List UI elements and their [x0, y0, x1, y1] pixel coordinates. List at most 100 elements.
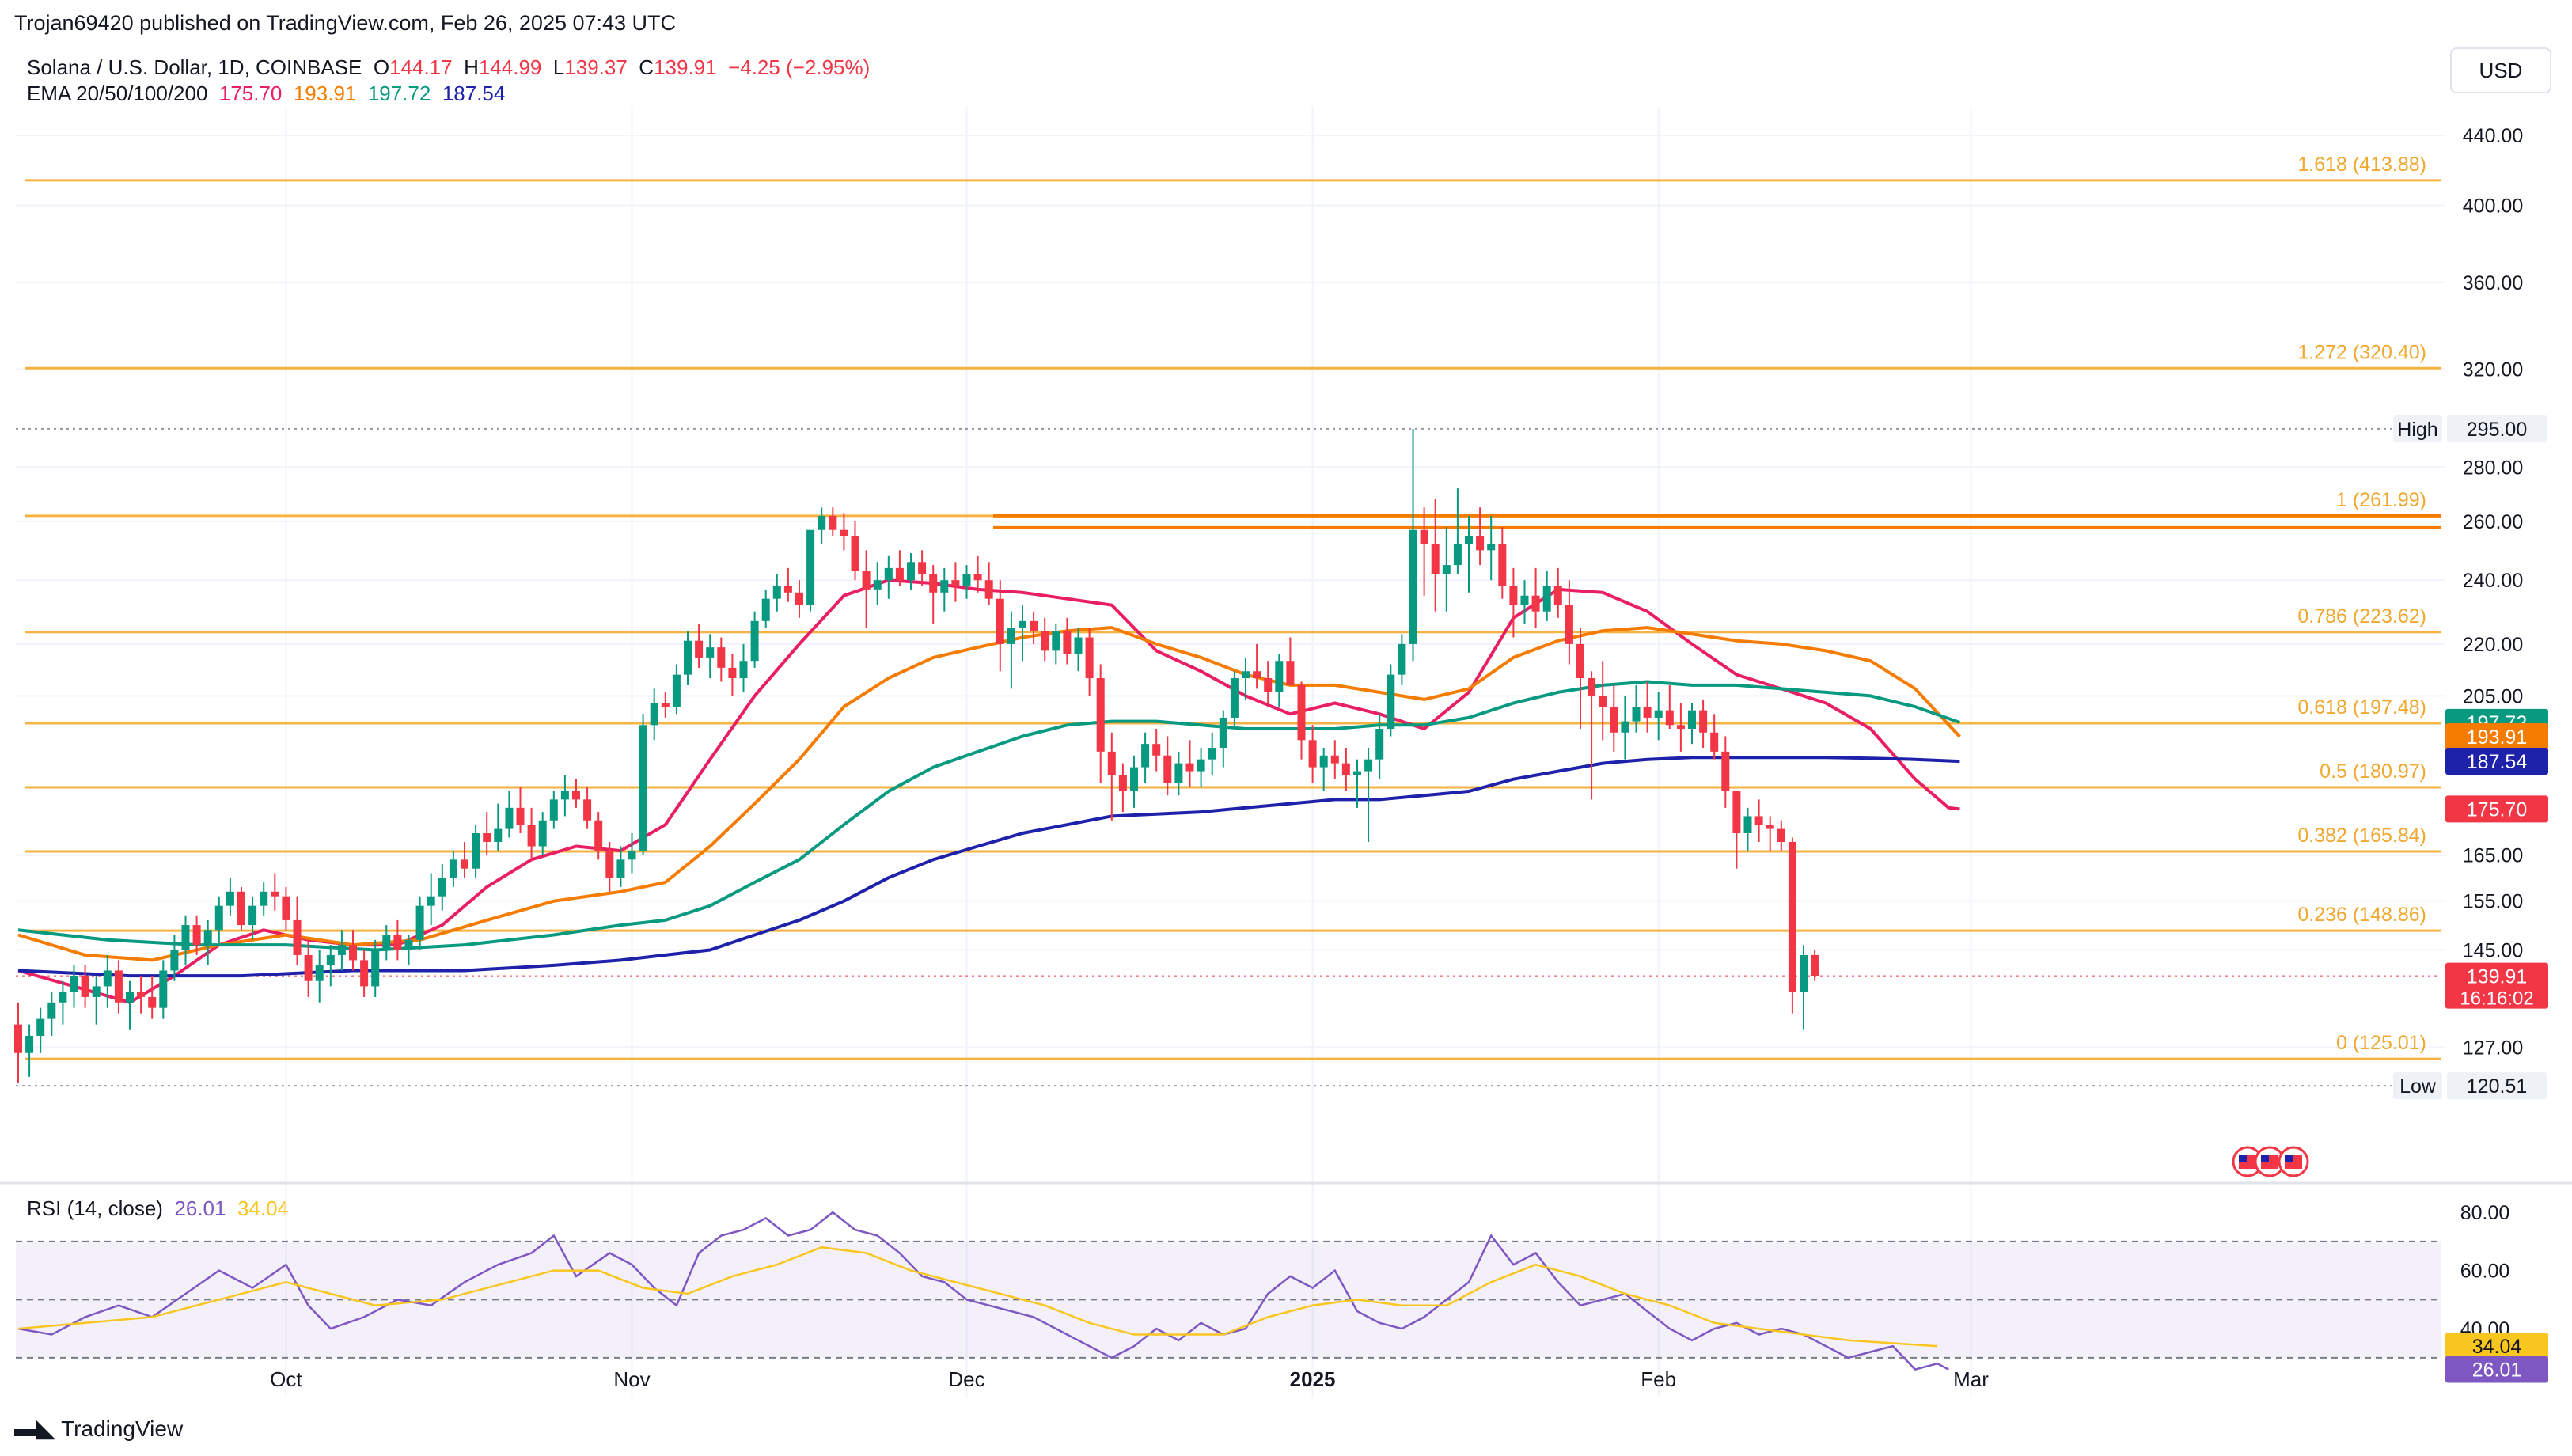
fib-level-label: 0.618 (197.48)	[2297, 696, 2426, 719]
candle-body	[594, 820, 603, 851]
candle	[795, 580, 803, 618]
low-value: 139.37	[564, 55, 628, 79]
us-flag-canton	[2261, 1155, 2269, 1162]
candle-body	[907, 562, 915, 581]
candle	[1754, 799, 1763, 842]
price-tick-label: 440.00	[2463, 125, 2523, 147]
us-flag-canton	[2239, 1155, 2247, 1162]
candle-body	[1811, 954, 1819, 976]
candle-body	[47, 1002, 56, 1019]
candle-body	[1364, 759, 1373, 772]
candle-body	[170, 950, 179, 971]
candle-body	[461, 859, 468, 869]
event-markers	[2232, 1146, 2309, 1177]
candle-body	[1052, 631, 1060, 651]
price-tick-label: 360.00	[2463, 272, 2523, 294]
candle	[1487, 515, 1496, 581]
candle	[996, 580, 1004, 672]
candle-body	[1174, 763, 1183, 783]
candle	[1409, 428, 1417, 662]
candle	[14, 1002, 22, 1083]
candle	[851, 521, 859, 581]
candle	[415, 896, 424, 950]
currency-button[interactable]: USD	[2450, 47, 2551, 93]
candle	[1710, 714, 1719, 760]
candle-body	[1766, 825, 1774, 829]
candle	[260, 882, 268, 916]
candle-body	[393, 935, 402, 950]
candle-body	[572, 791, 580, 800]
candle-body	[1387, 674, 1395, 730]
us-flag-icon	[2232, 1146, 2263, 1177]
candle	[1632, 684, 1641, 733]
candle	[516, 787, 525, 834]
candle	[1141, 732, 1150, 783]
fib-level-label: 1.618 (413.88)	[2297, 154, 2426, 176]
candle-body	[516, 807, 525, 825]
close-value: 139.91	[654, 55, 717, 79]
candle-body	[1007, 628, 1015, 644]
candle	[1197, 747, 1205, 787]
candle-body	[449, 859, 457, 878]
candle-body	[583, 799, 592, 821]
candle-body	[304, 954, 313, 981]
candle-body	[1409, 529, 1417, 644]
candle-body	[1465, 535, 1473, 544]
candle-body	[929, 574, 938, 593]
tradingview-logo[interactable]: ▬◣ TradingView	[14, 1415, 183, 1443]
ema200-value: 187.54	[442, 82, 506, 105]
candle	[293, 896, 302, 965]
candle-body	[706, 647, 715, 658]
candle-body	[527, 825, 536, 847]
candle-body	[984, 580, 993, 599]
candle-body	[382, 935, 391, 950]
ema-title[interactable]: EMA 20/50/100/200	[27, 82, 208, 105]
price-badge-bg	[2445, 962, 2548, 1009]
ema100-line	[17, 680, 1961, 952]
candle-body	[237, 891, 245, 926]
candle	[1308, 725, 1317, 783]
price-badge-text: 175.70	[2467, 798, 2527, 821]
candle-body	[36, 1018, 45, 1036]
candle	[1163, 736, 1172, 796]
candle	[1465, 515, 1473, 593]
candle	[884, 555, 893, 599]
candle-body	[1610, 707, 1618, 733]
candle	[1531, 567, 1540, 628]
candle	[137, 976, 146, 1014]
candle-body	[1085, 637, 1094, 679]
candle-body	[1676, 725, 1685, 730]
candle	[472, 825, 480, 878]
candle-body	[684, 640, 692, 675]
ema100-value: 197.72	[367, 82, 431, 105]
candle	[605, 841, 614, 892]
rsi-title[interactable]: RSI (14, close)	[27, 1196, 163, 1220]
candle-body	[895, 567, 904, 581]
candle-body	[1621, 721, 1629, 733]
candle-body	[1710, 732, 1719, 752]
candle-body	[214, 905, 223, 931]
candle	[940, 567, 949, 612]
candle	[1576, 628, 1584, 730]
candle	[583, 787, 592, 829]
candle-body	[226, 891, 234, 906]
ema20-value: 175.70	[218, 82, 283, 105]
rsi-ma-value: 34.04	[237, 1196, 290, 1220]
candle	[1253, 643, 1261, 689]
symbol-title[interactable]: Solana / U.S. Dollar, 1D, COINBASE	[27, 55, 362, 79]
candle-body	[695, 640, 704, 658]
candle	[1208, 732, 1216, 775]
candle	[315, 950, 324, 1003]
candle-body	[795, 592, 803, 605]
candle-body	[884, 567, 893, 581]
candle-body	[1754, 816, 1763, 825]
time-tick-label: Oct	[270, 1367, 302, 1391]
candle-body	[739, 661, 748, 679]
candle	[1264, 661, 1273, 703]
candle-body	[1654, 710, 1663, 718]
candle-body	[1152, 744, 1161, 756]
candle-body	[672, 674, 681, 707]
candle-body	[818, 515, 826, 530]
candle-body	[248, 905, 257, 926]
